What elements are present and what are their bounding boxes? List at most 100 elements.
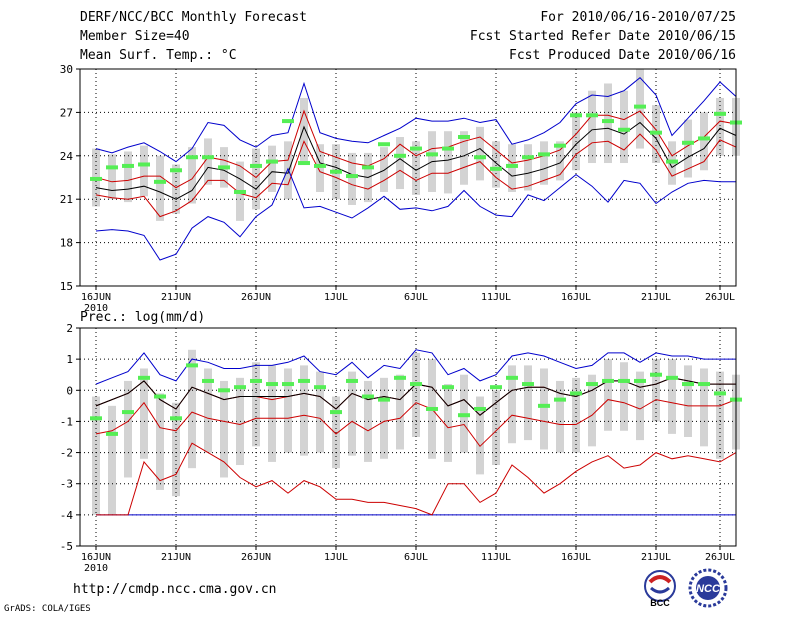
mean-marker — [122, 410, 134, 415]
mean-marker — [186, 363, 198, 368]
mean-marker — [650, 372, 662, 377]
spread-box — [444, 131, 452, 194]
spread-box — [156, 393, 164, 490]
spread-box — [108, 405, 116, 515]
spread-box — [604, 83, 612, 164]
mean-marker — [714, 391, 726, 396]
x-tick-label: 1JUL — [324, 292, 348, 303]
y-tick-label: -4 — [60, 509, 74, 522]
spread-box — [348, 152, 356, 205]
source-url[interactable]: http://cmdp.ncc.cma.gov.cn — [73, 582, 277, 597]
spread-box — [108, 154, 116, 200]
spread-box — [92, 396, 100, 515]
x-tick-label: 26JUL — [705, 552, 735, 563]
spread-box — [492, 141, 500, 188]
spread-box — [284, 368, 292, 453]
mean-marker — [410, 146, 422, 151]
spread-box — [588, 90, 596, 164]
mean-marker — [474, 155, 486, 160]
series-mean_minus — [95, 399, 737, 448]
spread-box — [316, 144, 324, 192]
mean-marker — [234, 385, 246, 390]
spread-box — [124, 151, 132, 203]
x-tick-label: 1JUL — [324, 552, 348, 563]
mean-marker — [474, 406, 486, 411]
spread-box — [204, 368, 212, 453]
precipitation-panel: -5 -4 -3 -2 -1 0 1 2 16JUN 21JUN 26JUN 1JUL 6JUL 11JU… — [60, 322, 742, 574]
x-tick-label: 26JUN — [241, 552, 271, 563]
variable-label: Mean Surf. Temp.: °C — [80, 48, 237, 63]
mean-marker — [218, 388, 230, 393]
spread-box — [156, 155, 164, 221]
plot-frame — [79, 327, 737, 547]
plot-frame — [79, 68, 737, 287]
spread-box — [700, 368, 708, 447]
y-tick-label: -2 — [60, 447, 73, 460]
mean-marker — [170, 416, 182, 421]
y-tick-label: -1 — [60, 415, 73, 428]
mean-marker — [426, 152, 438, 157]
spread-box — [540, 141, 548, 185]
spread-box — [492, 390, 500, 466]
spread-box — [172, 402, 180, 497]
mean-marker — [266, 382, 278, 387]
y-tick-label: 30 — [60, 63, 73, 76]
produced-date: Fcst Produced Date 2010/06/16 — [509, 48, 736, 63]
x-tick-label: 16JUL — [561, 552, 591, 563]
mean-marker — [122, 163, 134, 168]
mean-marker — [458, 134, 470, 139]
spread-box — [620, 90, 628, 164]
spread-box — [380, 377, 388, 459]
mean-marker — [378, 142, 390, 147]
mean-marker — [218, 165, 230, 170]
mean-marker — [250, 378, 262, 383]
mean-marker — [554, 143, 566, 148]
mean-marker — [682, 382, 694, 387]
y-tick-label: 24 — [60, 150, 74, 163]
spread-box — [396, 374, 404, 450]
mean-marker — [666, 375, 678, 380]
spread-box — [412, 352, 420, 437]
mean-marker — [90, 176, 102, 181]
x-tick-label: 16JUN — [81, 292, 111, 303]
spread-box — [460, 131, 468, 185]
y-tick-label: 1 — [66, 353, 73, 366]
spread-box — [140, 368, 148, 459]
mean-marker — [90, 416, 102, 421]
mean-marker — [282, 119, 294, 124]
mean-marker — [554, 397, 566, 402]
spread-box — [476, 396, 484, 475]
refer-date: Fcst Started Refer Date 2010/06/15 — [469, 29, 736, 44]
spread-box — [252, 148, 260, 210]
year-label: 2010 — [84, 563, 108, 574]
x-tick-label: 26JUL — [705, 292, 735, 303]
mean-marker — [186, 155, 198, 160]
series-min — [95, 167, 736, 261]
mean-marker — [250, 163, 262, 168]
mean-marker — [282, 382, 294, 387]
mean-marker — [698, 382, 710, 387]
mean-marker — [314, 385, 326, 390]
spread-box — [588, 374, 596, 447]
spread-box — [348, 371, 356, 456]
spread-box — [684, 119, 692, 178]
mean-marker — [138, 375, 150, 380]
spread-box — [380, 147, 388, 192]
x-tick-label: 11JUL — [481, 292, 511, 303]
spread-box — [716, 371, 724, 459]
spread-box — [508, 365, 516, 444]
mean-marker — [634, 104, 646, 109]
spread-box — [284, 141, 292, 200]
mean-marker — [106, 431, 118, 436]
mean-marker — [506, 375, 518, 380]
mean-marker — [570, 391, 582, 396]
spread-box — [508, 144, 516, 192]
y-tick-label: -5 — [60, 540, 73, 553]
spread-box — [716, 97, 724, 156]
forecast-period: For 2010/06/16-2010/07/25 — [540, 10, 736, 25]
spread-box — [188, 147, 196, 204]
mean-marker — [138, 162, 150, 167]
series-max — [95, 349, 736, 385]
series-mean_minus — [95, 133, 737, 218]
y-tick-label: 0 — [66, 384, 73, 397]
